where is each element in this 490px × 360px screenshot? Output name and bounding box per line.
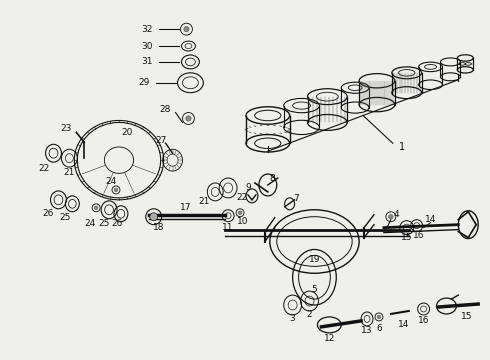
Text: 9: 9 bbox=[245, 184, 251, 193]
Text: 5: 5 bbox=[312, 285, 318, 294]
Text: 14: 14 bbox=[425, 215, 436, 224]
Text: 30: 30 bbox=[141, 41, 153, 50]
Text: 31: 31 bbox=[141, 57, 153, 66]
Text: 32: 32 bbox=[141, 25, 153, 34]
Text: 28: 28 bbox=[159, 105, 171, 114]
Text: 25: 25 bbox=[60, 213, 71, 222]
Text: 21: 21 bbox=[198, 197, 209, 206]
Text: 14: 14 bbox=[398, 320, 410, 329]
Circle shape bbox=[114, 188, 118, 192]
Text: 21: 21 bbox=[64, 167, 75, 176]
Circle shape bbox=[377, 315, 381, 319]
Circle shape bbox=[184, 27, 189, 32]
Text: 13: 13 bbox=[361, 326, 373, 335]
Text: 17: 17 bbox=[180, 203, 191, 212]
Text: 2: 2 bbox=[307, 310, 312, 319]
Text: 6: 6 bbox=[376, 324, 382, 333]
Text: 3: 3 bbox=[290, 314, 295, 323]
Text: 24: 24 bbox=[85, 219, 96, 228]
Text: 15: 15 bbox=[461, 312, 472, 321]
Text: 22: 22 bbox=[236, 193, 247, 202]
Text: 27: 27 bbox=[155, 136, 166, 145]
Text: 19: 19 bbox=[309, 255, 320, 264]
Text: 4: 4 bbox=[394, 210, 399, 219]
Text: 12: 12 bbox=[324, 334, 335, 343]
Ellipse shape bbox=[150, 213, 158, 221]
Text: 1: 1 bbox=[399, 142, 405, 152]
Text: 29: 29 bbox=[138, 78, 150, 87]
Text: 20: 20 bbox=[121, 128, 133, 137]
Text: 26: 26 bbox=[111, 219, 122, 228]
Circle shape bbox=[186, 116, 191, 121]
Text: 23: 23 bbox=[60, 124, 72, 133]
Text: 22: 22 bbox=[38, 163, 49, 172]
Text: 7: 7 bbox=[293, 194, 298, 203]
Circle shape bbox=[389, 215, 393, 219]
Text: 16: 16 bbox=[418, 316, 429, 325]
Text: 25: 25 bbox=[98, 219, 110, 228]
Circle shape bbox=[238, 211, 242, 215]
Text: 10: 10 bbox=[237, 217, 249, 226]
Text: 8: 8 bbox=[269, 174, 275, 183]
Text: 26: 26 bbox=[43, 209, 54, 218]
Text: 24: 24 bbox=[105, 177, 117, 186]
Text: 15: 15 bbox=[401, 233, 413, 242]
Text: 11: 11 bbox=[222, 223, 234, 232]
Circle shape bbox=[95, 206, 98, 210]
Text: 16: 16 bbox=[413, 231, 424, 240]
Text: 18: 18 bbox=[153, 223, 165, 232]
